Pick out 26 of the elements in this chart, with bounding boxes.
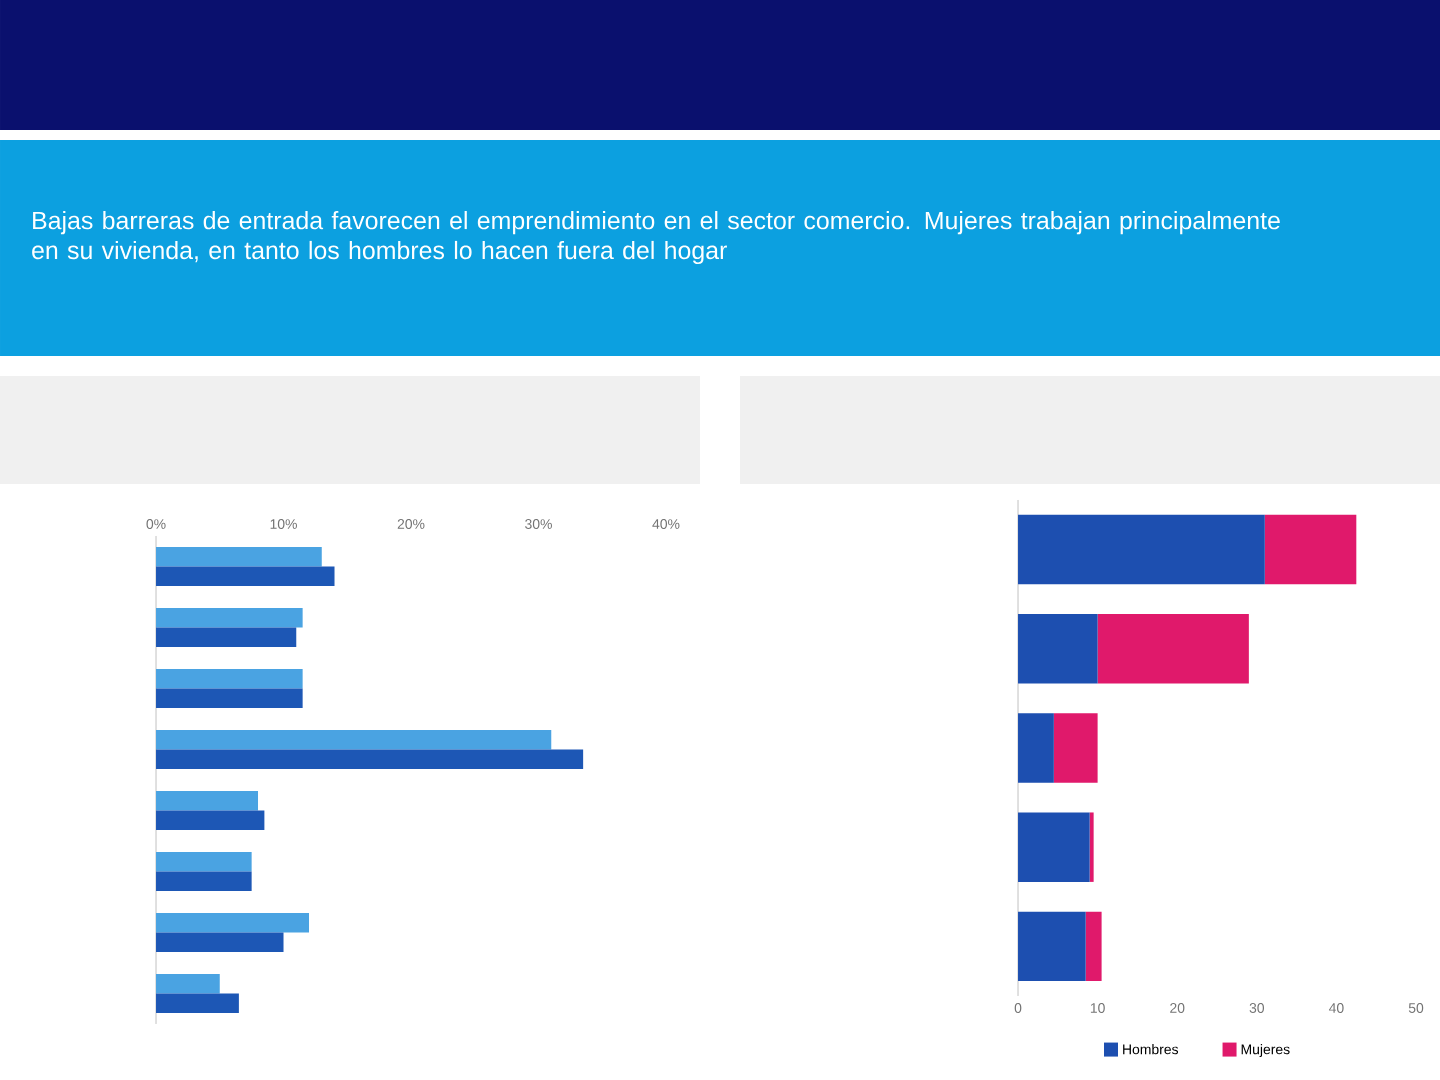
bar: [156, 851, 252, 872]
bar: [1053, 713, 1098, 783]
bar: [156, 973, 220, 994]
bar: [1018, 713, 1054, 783]
bar: [1264, 514, 1357, 585]
bar: [1018, 614, 1098, 684]
bar: [156, 790, 259, 811]
bar: [1018, 514, 1265, 585]
bar: [156, 566, 335, 586]
bar: [156, 932, 284, 952]
bar: [156, 688, 303, 708]
bar: [156, 810, 265, 830]
bar: [156, 546, 322, 567]
bar: [156, 627, 297, 647]
chart-title: Bajas barreras de entrada favorecen el emprendimiento en el sector comercio. Mujeres trabajan principalmente en su vivienda, en tanto los hombres lo hacen fuera del hogar: [32, 211, 1280, 265]
bar: [156, 993, 239, 1013]
bar: [156, 912, 310, 933]
bar: [156, 668, 303, 689]
bar: [1018, 911, 1086, 982]
bar: [156, 729, 552, 750]
bar: [1085, 911, 1102, 982]
bar: [1018, 812, 1090, 882]
bar: [156, 871, 252, 891]
bar: [1097, 614, 1249, 684]
bar: [156, 749, 584, 769]
bar: [156, 607, 303, 628]
